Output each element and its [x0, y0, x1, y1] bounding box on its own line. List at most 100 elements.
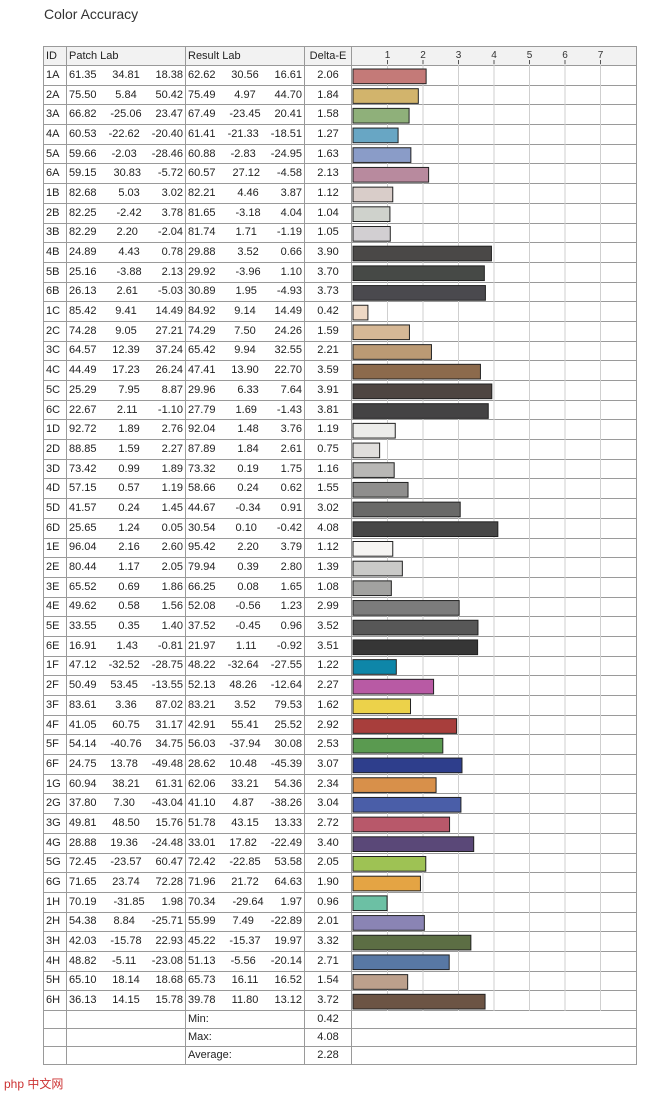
result-lab-cell: 82.21 4.46 3.87	[185, 183, 305, 204]
patch-lab-a: 13.78	[110, 757, 138, 770]
result-lab-a: -0.34	[235, 501, 261, 514]
delta-e-value: 3.59	[304, 360, 352, 381]
patch-id: 3B	[43, 222, 67, 244]
header-id: ID	[43, 46, 67, 66]
patch-lab-values: 25.16 -3.88 2.13	[69, 266, 183, 278]
result-lab-a: 21.72	[231, 876, 259, 889]
bar-cell	[351, 950, 637, 972]
table-row: 4G 28.88 19.36 -24.48 33.01 17.82 -22.49 3.40	[43, 832, 637, 854]
result-lab-b: 1.23	[280, 600, 302, 613]
delta-e-value: 1.22	[304, 655, 352, 677]
result-lab-l: 84.92	[188, 305, 216, 318]
patch-lab-b: 18.38	[155, 68, 183, 81]
patch-lab-b: 1.45	[161, 501, 183, 514]
patch-lab-values: 48.82 -5.11 -23.08	[69, 955, 183, 967]
result-lab-values: 47.41 13.90 22.70	[188, 365, 302, 376]
bar-cell	[351, 163, 637, 185]
patch-lab-l: 70.19	[69, 895, 97, 908]
table-row: 6D 25.65 1.24 0.05 30.54 0.10 -0.42 4.08	[43, 517, 637, 539]
result-lab-b: 20.41	[274, 108, 302, 121]
result-lab-cell: 41.10 4.87 -38.26	[185, 793, 305, 815]
patch-lab-b: 1.56	[161, 600, 183, 613]
patch-lab-b: 1.19	[161, 482, 183, 495]
result-lab-l: 39.78	[188, 994, 216, 1007]
result-lab-a: -3.96	[235, 265, 261, 278]
patch-lab-b: 15.78	[155, 994, 183, 1007]
patch-id: 5D	[43, 498, 67, 519]
delta-e-value: 3.72	[304, 990, 352, 1011]
result-lab-a: 1.69	[235, 403, 257, 416]
bar-cell	[351, 754, 637, 775]
table-row: 4H 48.82 -5.11 -23.08 51.13 -5.56 -20.14 2.71	[43, 950, 637, 972]
result-lab-cell: 84.92 9.14 14.49	[185, 301, 305, 322]
bar-cell	[351, 399, 637, 421]
result-lab-b: 4.04	[280, 206, 302, 219]
delta-e-value: 2.21	[304, 340, 352, 362]
patch-lab-b: 1.40	[161, 620, 183, 633]
result-lab-l: 82.21	[188, 186, 216, 199]
result-lab-values: 71.96 21.72 64.63	[188, 877, 302, 888]
table-row: 4E 49.62 0.58 1.56 52.08 -0.56 1.23 2.99	[43, 596, 637, 618]
bar-cell	[351, 104, 637, 126]
patch-lab-values: 71.65 23.74 72.28	[69, 877, 183, 888]
bar-cell	[351, 872, 637, 893]
patch-lab-b: 34.75	[155, 738, 183, 751]
patch-id: 4A	[43, 124, 67, 145]
patch-id: 5H	[43, 970, 67, 992]
result-lab-l: 60.57	[188, 167, 216, 180]
result-lab-values: 60.57 27.12 -4.58	[188, 168, 302, 179]
summary-empty	[43, 1046, 67, 1065]
result-lab-cell: 95.42 2.20 3.79	[185, 537, 305, 559]
result-lab-l: 37.52	[188, 620, 216, 633]
patch-lab-values: 47.12 -32.52 -28.75	[69, 660, 183, 671]
table-row: 2H 54.38 8.84 -25.71 55.99 7.49 -22.89 2.01	[43, 911, 637, 933]
patch-lab-values: 42.03 -15.78 22.93	[69, 936, 183, 947]
patch-lab-l: 28.88	[69, 836, 97, 849]
delta-e-value: 1.62	[304, 695, 352, 716]
result-lab-a: -22.85	[229, 856, 261, 869]
patch-lab-b: -0.81	[157, 639, 183, 652]
patch-lab-cell: 25.16 -3.88 2.13	[66, 261, 186, 283]
result-lab-a: 3.52	[234, 698, 256, 711]
result-lab-values: 37.52 -0.45 0.96	[188, 621, 302, 632]
bar-cell	[351, 891, 637, 913]
result-lab-l: 48.22	[188, 659, 216, 672]
table-row: 5B 25.16 -3.88 2.13 29.92 -3.96 1.10 3.70	[43, 261, 637, 283]
delta-e-value: 3.70	[304, 261, 352, 283]
result-lab-cell: 29.88 3.52 0.66	[185, 242, 305, 263]
delta-e-value: 2.92	[304, 714, 352, 736]
result-lab-cell: 21.97 1.11 -0.92	[185, 635, 305, 657]
result-lab-values: 74.29 7.50 24.26	[188, 325, 302, 337]
result-lab-values: 52.08 -0.56 1.23	[188, 601, 302, 612]
patch-lab-b: 0.78	[161, 246, 183, 259]
patch-id: 4D	[43, 478, 67, 500]
result-lab-values: 62.62 30.56 16.61	[188, 69, 302, 81]
patch-lab-a: 0.99	[118, 462, 140, 475]
average-value: 2.28	[304, 1046, 352, 1065]
delta-e-value: 1.90	[304, 872, 352, 893]
patch-lab-values: 54.14 -40.76 34.75	[69, 739, 183, 750]
patch-lab-l: 37.80	[69, 797, 97, 810]
watermark: php 中文网	[4, 1077, 64, 1091]
summary-empty	[351, 1028, 637, 1047]
result-lab-a: 0.24	[237, 482, 259, 495]
result-lab-values: 52.13 48.26 -12.64	[188, 680, 302, 691]
patch-lab-b: 1.86	[161, 580, 183, 593]
result-lab-l: 52.08	[188, 600, 216, 613]
patch-lab-l: 80.44	[69, 561, 97, 574]
result-lab-l: 79.94	[188, 561, 216, 574]
result-lab-l: 83.21	[188, 698, 216, 711]
table-row: 2A 75.50 5.84 50.42 75.49 4.97 44.70 1.84	[43, 84, 637, 106]
patch-lab-cell: 59.15 30.83 -5.72	[66, 163, 186, 185]
patch-lab-values: 36.13 14.15 15.78	[69, 995, 183, 1006]
result-lab-values: 44.67 -0.34 0.91	[188, 501, 302, 514]
result-lab-b: -45.39	[270, 757, 302, 770]
result-lab-cell: 60.88 -2.83 -24.95	[185, 143, 305, 165]
table-row: 2B 82.25 -2.42 3.78 81.65 -3.18 4.04 1.04	[43, 202, 637, 224]
bar-cell	[351, 537, 637, 559]
patch-lab-cell: 25.65 1.24 0.05	[66, 517, 186, 539]
result-lab-a: 43.15	[231, 816, 259, 829]
patch-lab-b: 8.87	[161, 383, 183, 396]
table-row: 3D 73.42 0.99 1.89 73.32 0.19 1.75 1.16	[43, 458, 637, 480]
result-lab-b: 7.64	[280, 383, 302, 396]
